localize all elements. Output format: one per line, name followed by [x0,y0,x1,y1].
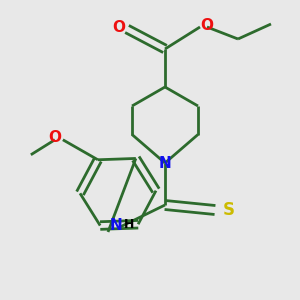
Text: O: O [48,130,62,145]
Text: O: O [200,17,214,32]
Text: N: N [110,218,122,232]
Text: N: N [159,155,171,170]
Text: H: H [124,218,134,232]
Text: S: S [223,201,235,219]
Text: O: O [112,20,125,34]
